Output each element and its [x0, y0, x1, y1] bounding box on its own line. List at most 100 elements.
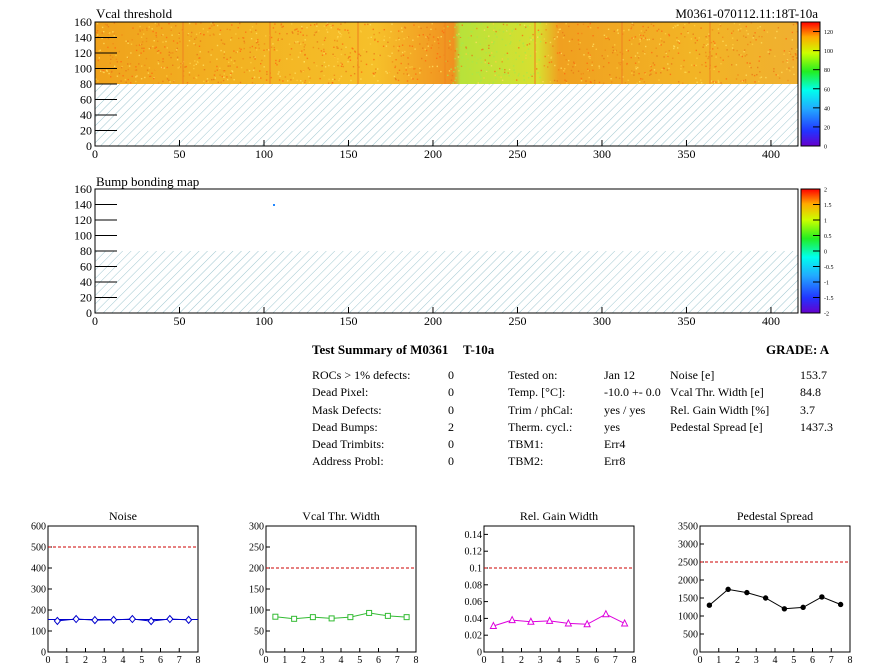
map1-speckle-dot	[440, 70, 442, 73]
map1-speckle-dot	[667, 55, 669, 58]
map1-speckle-dot	[677, 40, 680, 42]
map1-speckle-dot	[428, 66, 431, 68]
map1-speckle-dot	[257, 38, 259, 41]
map1-speckle-dot	[145, 40, 148, 43]
map1-speckle-dot	[777, 74, 779, 76]
map1-speckle-dot	[107, 26, 110, 28]
map1-speckle-dot	[669, 73, 672, 76]
map1-speckle-dot	[135, 69, 138, 71]
map1-speckle-dot	[603, 34, 606, 36]
map1-speckle-dot	[755, 39, 757, 41]
map1-speckle-dot	[143, 33, 145, 35]
map1-speckle-dot	[157, 40, 159, 42]
map1-speckle-dot	[758, 35, 760, 38]
condition-value: -10.0 +- 0.0	[604, 385, 661, 400]
map2-hatched-region	[95, 251, 798, 313]
map1-speckle-dot	[435, 28, 437, 30]
map1-speckle-dot	[280, 24, 282, 26]
map1-speckle-dot	[793, 73, 795, 76]
map1-speckle-dot	[322, 43, 324, 46]
map1-speckle-dot	[598, 81, 601, 84]
map1-speckle-dot	[715, 81, 717, 83]
map1-speckle-dot	[507, 58, 509, 60]
map1-speckle-dot	[658, 28, 660, 31]
map1-speckle-dot	[206, 78, 209, 80]
map1-speckle-dot	[154, 47, 156, 49]
map-x-tick-label: 100	[255, 314, 273, 328]
map1-speckle-dot	[378, 32, 381, 34]
map1-speckle-dot	[626, 63, 628, 66]
map1-speckle-dot	[537, 29, 540, 31]
map1-speckle-dot	[622, 76, 624, 78]
result-value: 3.7	[800, 402, 815, 417]
map1-speckle-dot	[568, 40, 571, 43]
chart-x-tick-label: 3	[320, 655, 325, 666]
map1-speckle-dot	[480, 76, 482, 78]
map1-speckle-dot	[139, 25, 141, 28]
map1-speckle-dot	[502, 23, 505, 26]
map1-speckle-dot	[565, 23, 567, 25]
map1-speckle-dot	[163, 67, 165, 69]
chart-y-tick-label: 3500	[678, 522, 698, 533]
map1-speckle-dot	[637, 57, 640, 59]
results-values: 153.7 84.8 3.7 1437.3	[800, 367, 833, 436]
map1-speckle-dot	[194, 38, 196, 40]
map1-speckle-dot	[153, 77, 155, 80]
map1-speckle-dot	[333, 46, 335, 48]
map1-speckle-dot	[238, 37, 240, 40]
map1-speckle-dot	[461, 42, 463, 45]
map1-speckle-dot	[544, 55, 546, 58]
colorbar-tick-label: 120	[824, 30, 833, 36]
map1-speckle-dot	[685, 71, 687, 74]
map1-speckle-dot	[101, 69, 103, 72]
map1-speckle-dot	[649, 74, 651, 76]
map1-speckle-dot	[323, 48, 325, 51]
map1-speckle-dot	[336, 37, 339, 39]
map1-speckle-dot	[375, 68, 377, 70]
condition-label: TBM2:	[508, 454, 544, 469]
map1-speckle-dot	[109, 32, 111, 34]
condition-value: Err4	[604, 437, 626, 452]
map1-speckle-dot	[436, 57, 438, 59]
map1-speckle-dot	[437, 39, 439, 41]
map1-speckle-dot	[367, 23, 369, 25]
map1-speckle-dot	[127, 40, 129, 42]
map1-speckle-dot	[406, 73, 409, 75]
map1-speckle-dot	[505, 44, 507, 46]
map1-speckle-dot	[152, 45, 154, 48]
condition-value: yes	[604, 419, 620, 434]
map1-speckle-dot	[488, 82, 490, 85]
map1-speckle-dot	[789, 70, 791, 72]
map1-speckle-dot	[157, 52, 159, 54]
map1-speckle-dot	[162, 60, 164, 63]
map1-speckle-dot	[209, 27, 211, 29]
map1-speckle-dot	[483, 29, 486, 31]
map1-speckle-dot	[668, 33, 670, 36]
map1-speckle-dot	[682, 82, 684, 84]
map1-speckle-dot	[791, 39, 793, 41]
map1-speckle-dot	[388, 71, 391, 73]
map1-speckle-dot	[732, 44, 734, 46]
map1-speckle-dot	[279, 59, 281, 61]
map1-speckle-dot	[595, 48, 597, 50]
map1-speckle-dot	[207, 31, 209, 33]
map1-speckle-dot	[625, 49, 628, 51]
map-y-tick-label: 120	[74, 213, 92, 227]
map1-speckle-dot	[147, 72, 150, 74]
map1-speckle-dot	[547, 54, 550, 57]
map-x-tick-label: 350	[677, 314, 695, 328]
map1-speckle-dot	[472, 27, 474, 30]
map1-speckle-dot	[249, 29, 251, 31]
map1-speckle-dot	[430, 47, 432, 49]
map1-speckle-dot	[688, 71, 690, 73]
chart-point	[91, 615, 99, 625]
map1-speckle-dot	[680, 33, 682, 35]
map1-speckle-dot	[127, 57, 129, 59]
map1-speckle-dot	[409, 52, 412, 55]
chart-title: Rel. Gain Width	[520, 509, 598, 523]
map1-speckle-dot	[109, 62, 111, 64]
map1-speckle-dot	[580, 80, 583, 82]
chart-point	[384, 612, 391, 619]
map1-speckle-dot	[556, 25, 558, 27]
chart-x-tick-label: 6	[594, 655, 599, 666]
